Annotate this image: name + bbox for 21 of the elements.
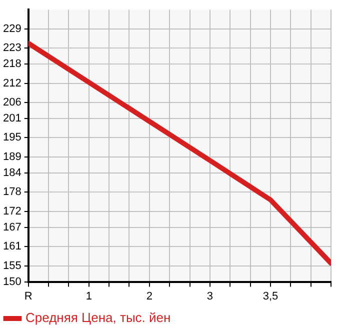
y-tick-label: 201	[2, 112, 22, 125]
y-tick-label: 212	[2, 77, 22, 90]
x-tick-label: 3,5	[262, 290, 278, 302]
y-tick-label: 172	[2, 205, 22, 218]
y-tick-label: 206	[2, 96, 22, 108]
y-tick-label: 150	[2, 276, 22, 288]
legend-label: Средняя Цена, тыс. йен	[26, 310, 171, 326]
y-tick-label: 184	[2, 166, 22, 179]
x-tick-label: 2	[146, 290, 152, 302]
y-tick-label: 195	[2, 132, 22, 144]
y-tick-label: 189	[2, 150, 22, 163]
y-tick-label: 161	[2, 240, 22, 253]
y-tick-label: 223	[2, 42, 22, 54]
y-tick-label: 155	[2, 260, 22, 272]
x-tick-label: R	[24, 290, 32, 302]
y-tick-label: 167	[2, 221, 22, 234]
y-tick-label: 218	[2, 58, 22, 70]
x-tick-label: 3	[206, 290, 214, 302]
y-tick-label: 178	[2, 186, 22, 198]
y-tick-label: 229	[2, 22, 22, 35]
x-tick-label: 1	[86, 290, 92, 302]
